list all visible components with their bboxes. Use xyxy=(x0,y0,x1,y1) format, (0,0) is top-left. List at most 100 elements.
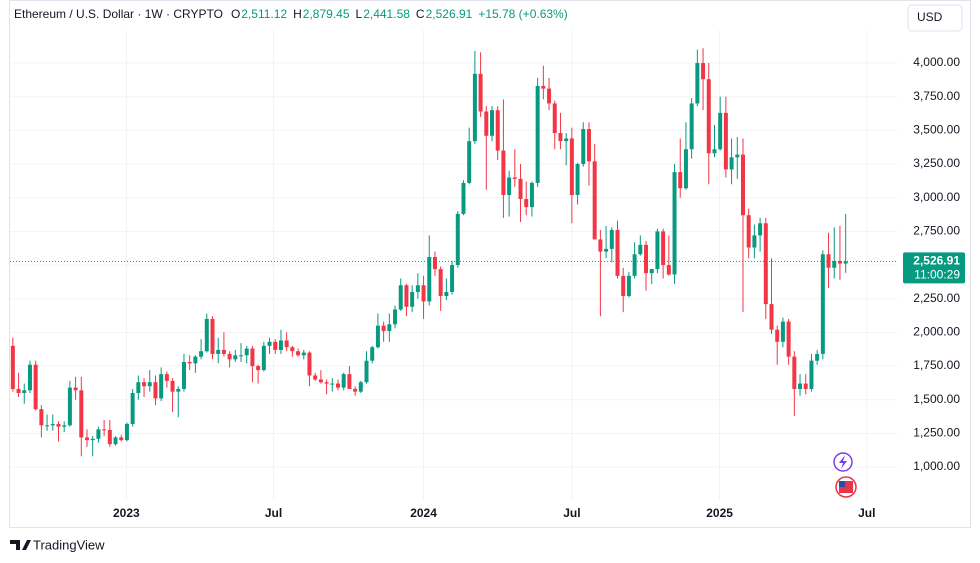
candle-body xyxy=(518,178,523,200)
candle-body xyxy=(204,318,209,352)
candle-body xyxy=(820,254,825,354)
candle-body xyxy=(706,79,711,154)
currency[interactable]: USD xyxy=(917,10,943,24)
candle-body xyxy=(284,340,289,348)
candle-body xyxy=(341,374,346,388)
candle-body xyxy=(450,265,455,292)
candle-body xyxy=(695,63,700,104)
candle-body xyxy=(404,285,409,307)
candle-body xyxy=(683,149,688,189)
ohlc-value: 2,879.45 xyxy=(303,7,350,21)
candle-body xyxy=(672,172,677,275)
candle-body xyxy=(427,256,432,302)
candle-body xyxy=(421,285,426,302)
candle-body xyxy=(90,438,95,441)
candle-body xyxy=(278,340,283,350)
candle-body xyxy=(124,423,129,441)
candle-body xyxy=(843,261,848,264)
candle-body xyxy=(301,352,306,356)
candle-body xyxy=(358,382,363,392)
candle-body xyxy=(335,383,340,388)
candle-body xyxy=(484,111,489,136)
candle-body xyxy=(370,347,375,361)
candle-body xyxy=(564,138,569,142)
candle-body xyxy=(495,110,500,151)
candle-body xyxy=(592,161,597,240)
candle-body xyxy=(324,382,329,384)
chart-title: Ethereum / U.S. Dollar · 1W · CRYPTO xyxy=(14,7,223,21)
candle-body xyxy=(307,352,312,376)
candle-body xyxy=(142,382,147,387)
candle-body xyxy=(79,390,84,438)
candle-body xyxy=(181,362,186,389)
candle-body xyxy=(432,256,437,270)
ohlc-key: O xyxy=(231,7,240,21)
y-tick-label: 1,000.00 xyxy=(913,459,960,473)
candle-body xyxy=(216,349,221,354)
chart-pane xyxy=(9,0,971,528)
candle-body xyxy=(330,383,335,385)
candle-body xyxy=(353,388,358,392)
x-tick-label: Jul xyxy=(265,506,282,520)
candle-body xyxy=(170,380,175,392)
y-tick-label: 3,750.00 xyxy=(913,89,960,103)
ohlc-legend: O 2,511.12 H 2,879.45 L 2,441.58 C 2,526.91 xyxy=(231,7,473,21)
candle-body xyxy=(666,265,671,275)
candle-body xyxy=(798,383,803,389)
x-tick-label: 2023 xyxy=(113,506,140,520)
candle-body xyxy=(718,112,723,150)
x-tick-label: 2024 xyxy=(410,506,437,520)
ohlc-value: 2,511.12 xyxy=(241,7,287,21)
y-tick-label: 1,750.00 xyxy=(913,358,960,372)
currency-button[interactable] xyxy=(907,4,963,32)
candle-body xyxy=(701,63,706,80)
candle-body xyxy=(193,356,198,364)
ohlc-value: 2,526.91 xyxy=(426,7,473,21)
candle-body xyxy=(444,291,449,297)
candle-body xyxy=(461,182,466,214)
candle-body xyxy=(250,348,255,367)
candle-body xyxy=(85,437,90,441)
candle-body xyxy=(524,199,529,208)
candle-body xyxy=(153,382,158,399)
candle-body xyxy=(752,235,757,248)
candles xyxy=(10,48,848,457)
candle-body xyxy=(96,429,101,439)
event-icon-bolt xyxy=(839,455,847,469)
candle-body xyxy=(792,356,797,389)
candle-body xyxy=(535,85,540,183)
candle-body xyxy=(256,366,261,371)
candle-body xyxy=(147,382,152,387)
candle-body xyxy=(626,275,631,297)
candle-body xyxy=(393,309,398,325)
candle-body xyxy=(541,85,546,89)
candle-body xyxy=(729,157,734,170)
candle-body xyxy=(746,215,751,248)
candle-body xyxy=(176,388,181,392)
candle-body xyxy=(159,374,164,399)
candle-body xyxy=(296,351,301,356)
candle-body xyxy=(267,341,272,346)
candle-body xyxy=(375,325,380,348)
last-price-label: 2,526.91 xyxy=(913,254,960,268)
candle-body xyxy=(740,154,745,216)
candle-body xyxy=(221,349,226,354)
candle-body xyxy=(227,353,232,360)
candle-body xyxy=(398,285,403,310)
brand-logo xyxy=(10,540,31,550)
candle-body xyxy=(644,244,649,274)
candle-body xyxy=(609,230,614,249)
candle-body xyxy=(758,223,763,236)
candle-body xyxy=(387,324,392,332)
candle-body xyxy=(136,382,141,393)
candle-body xyxy=(415,285,420,292)
candle-body xyxy=(130,392,135,424)
candle-body xyxy=(786,321,791,357)
candle-body xyxy=(39,409,44,426)
candle-body xyxy=(604,248,609,252)
candle-body xyxy=(73,387,78,391)
candle-body xyxy=(769,304,774,330)
candle-body xyxy=(239,355,244,357)
candle-body xyxy=(290,347,295,352)
